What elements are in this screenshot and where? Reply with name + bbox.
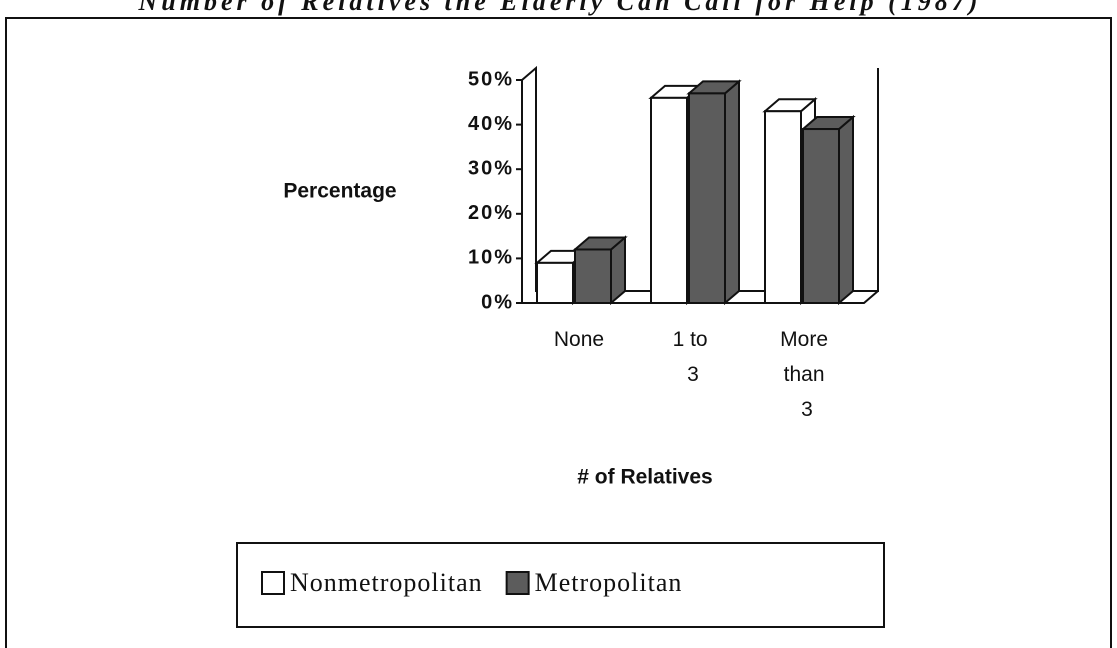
- x-tick-label: 1 to 3: [673, 328, 714, 386]
- y-tick-label: 10%: [468, 247, 514, 269]
- frame: [5, 17, 1112, 648]
- y-tick-label: 0%: [481, 291, 514, 313]
- y-tick-label: 40%: [468, 113, 514, 135]
- bar-front: [536, 261, 574, 304]
- bar: [800, 114, 856, 306]
- bar-front: [574, 248, 612, 304]
- x-tick-label: More than 3: [780, 328, 834, 421]
- y-tick-label: 50%: [468, 68, 514, 90]
- bar: [686, 79, 742, 306]
- chart-title: Number of Relatives the Elderly Can Call…: [138, 0, 982, 16]
- floor: [522, 290, 879, 304]
- y-axis-title: Percentage: [283, 180, 396, 203]
- x-tick-label: None: [554, 328, 604, 351]
- legend-label: Metropolitan: [535, 568, 683, 597]
- bar-front: [764, 110, 802, 304]
- y-tick-label: 20%: [468, 202, 514, 224]
- bar-side: [838, 114, 854, 306]
- y-tick-label: 30%: [468, 157, 514, 179]
- legend-label: Nonmetropolitan: [290, 568, 483, 597]
- x-axis-title: # of Relatives: [577, 466, 712, 489]
- legend-swatch: [261, 571, 285, 595]
- bar-front: [650, 96, 688, 304]
- bar-front: [802, 128, 840, 304]
- legend-box: [236, 542, 885, 628]
- legend-swatch: [505, 571, 530, 595]
- bar-front: [688, 92, 726, 304]
- bar-side: [724, 79, 740, 306]
- bar: [572, 235, 628, 306]
